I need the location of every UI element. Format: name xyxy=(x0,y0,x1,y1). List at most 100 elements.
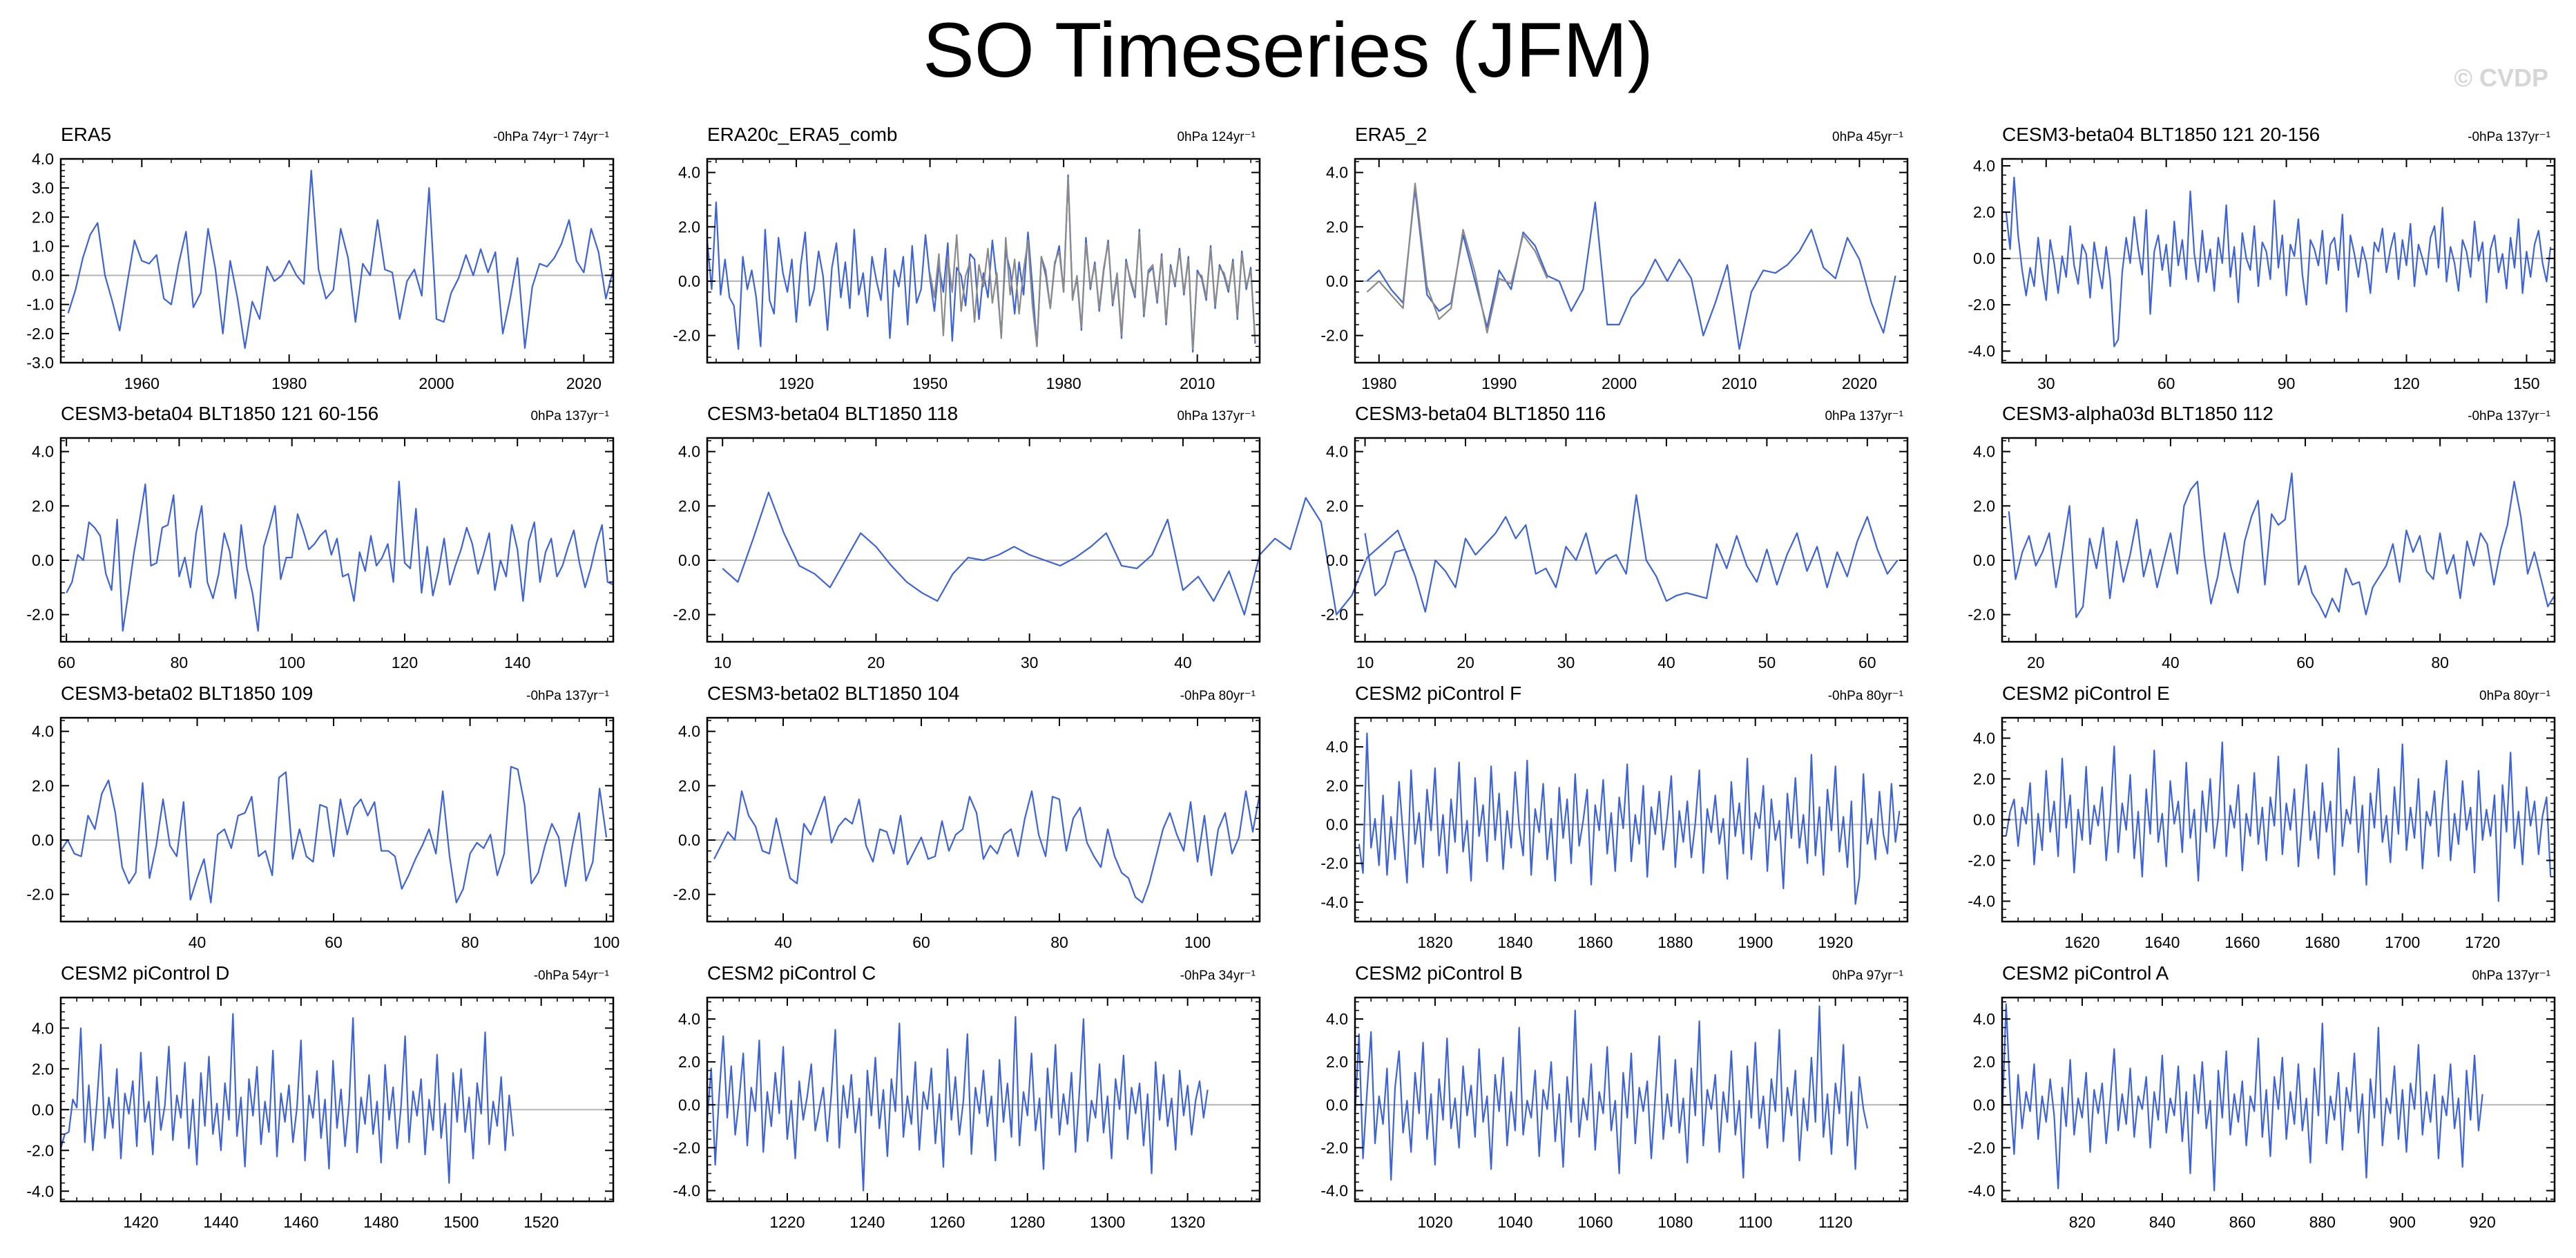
y-tick-label: 4.0 xyxy=(1973,730,1995,747)
panel-12: CESM2 piControl E 0hPa 80yr⁻¹ -4.0 -2.0 0.0 2… xyxy=(1968,683,2556,951)
panel-6: CESM3-beta04 BLT1850 118 0hPa 137yr⁻¹ -2.0… xyxy=(673,403,1414,671)
x-tick-label: 140 xyxy=(504,654,530,671)
x-tick-label: 860 xyxy=(2229,1213,2256,1231)
panel-trend-label: 0hPa 137yr⁻¹ xyxy=(1825,409,1903,423)
panel-title: ERA20c_ERA5_comb xyxy=(707,124,897,145)
y-tick-label: -4.0 xyxy=(26,1182,54,1200)
y-tick-label: -2.0 xyxy=(1968,1138,1995,1156)
x-tick-label: 1040 xyxy=(1497,1213,1532,1231)
x-tick-label: 120 xyxy=(392,654,418,671)
series-line-1 xyxy=(713,790,1261,904)
x-tick-label: 60 xyxy=(2157,374,2175,392)
plot-frame xyxy=(59,716,615,923)
series-line-1 xyxy=(1358,732,1901,905)
x-tick-label: 1060 xyxy=(1577,1213,1613,1231)
series-line-2 xyxy=(1366,182,1548,334)
panel-7: CESM3-beta04 BLT1850 116 0hPa 137yr⁻¹ -2.0… xyxy=(1320,403,1909,671)
x-tick-label: 40 xyxy=(2162,654,2180,671)
y-tick-label: 0.0 xyxy=(678,272,700,290)
x-tick-label: 60 xyxy=(1858,654,1876,671)
x-tick-label: 1900 xyxy=(1738,933,1773,951)
x-tick-label: 80 xyxy=(171,654,189,671)
x-tick-label: 40 xyxy=(1174,654,1192,671)
y-tick-label: -2.0 xyxy=(26,1141,54,1159)
panel-trend-label: 0hPa 80yr⁻¹ xyxy=(2479,689,2550,703)
y-tick-label: 4.0 xyxy=(1973,157,1995,175)
y-tick-label: 1.0 xyxy=(32,237,54,255)
y-tick-label: 2.0 xyxy=(32,497,54,515)
x-tick-label: 1860 xyxy=(1577,933,1613,951)
y-tick-label: -2.0 xyxy=(1320,1138,1348,1156)
x-tick-label: 1500 xyxy=(443,1213,479,1231)
y-tick-label: -3.0 xyxy=(26,354,54,372)
x-tick-label: 90 xyxy=(2278,374,2296,392)
panel-16: CESM2 piControl A 0hPa 137yr⁻¹ -4.0 -2.0 0.0… xyxy=(1968,962,2556,1231)
x-tick-label: 840 xyxy=(2149,1213,2175,1231)
series-line-1 xyxy=(2001,1003,2483,1192)
y-tick-label: -2.0 xyxy=(1320,606,1348,624)
y-tick-label: -2.0 xyxy=(1968,296,1995,314)
y-tick-label: 2.0 xyxy=(1326,497,1348,515)
y-tick-label: 2.0 xyxy=(32,1060,54,1078)
panel-title: CESM3-beta02 BLT1850 104 xyxy=(707,683,959,704)
y-tick-label: 0.0 xyxy=(1326,816,1348,834)
panel-trend-label: 0hPa 97yr⁻¹ xyxy=(1832,969,1903,983)
series-line-1 xyxy=(66,480,614,632)
y-tick-label: 2.0 xyxy=(1973,770,1995,788)
panel-9: CESM3-beta02 BLT1850 109 -0hPa 137yr⁻¹ -2.… xyxy=(26,683,619,951)
x-tick-label: 920 xyxy=(2469,1213,2495,1231)
panel-trend-label: -0hPa 80yr⁻¹ xyxy=(1828,689,1903,703)
x-tick-label: 820 xyxy=(2069,1213,2095,1231)
panel-trend-label: -0hPa 74yr⁻¹ 74yr⁻¹ xyxy=(493,130,609,144)
plot-frame xyxy=(1354,716,1909,923)
y-tick-label: -2.0 xyxy=(673,606,700,624)
x-tick-label: 1240 xyxy=(849,1213,885,1231)
series-line-1 xyxy=(67,169,615,349)
y-tick-label: -2.0 xyxy=(1320,855,1348,873)
y-tick-label: 4.0 xyxy=(32,723,54,741)
panel-trend-label: 0hPa 124yr⁻¹ xyxy=(1177,130,1256,144)
y-tick-label: 0.0 xyxy=(32,831,54,849)
x-tick-label: 2020 xyxy=(1842,374,1877,392)
plot-frame xyxy=(2001,996,2556,1203)
plot-frame xyxy=(1354,158,1909,364)
x-tick-label: 120 xyxy=(2393,374,2419,392)
y-tick-label: 0.0 xyxy=(32,267,54,285)
y-tick-label: 2.0 xyxy=(1326,218,1348,236)
y-tick-label: 0.0 xyxy=(678,831,700,849)
series-line-1 xyxy=(706,1016,1209,1192)
x-tick-label: 1700 xyxy=(2385,933,2420,951)
y-tick-label: 4.0 xyxy=(1326,164,1348,182)
panel-trend-label: 0hPa 137yr⁻¹ xyxy=(1177,409,1256,423)
panel-3: ERA5_2 0hPa 45yr⁻¹ -2.0 0.0 2.0 4.0 1980 1990 20… xyxy=(1320,124,1909,392)
panel-title: CESM2 piControl B xyxy=(1355,962,1523,984)
x-tick-label: 80 xyxy=(2431,654,2449,671)
y-tick-label: 4.0 xyxy=(32,443,54,461)
y-tick-label: -2.0 xyxy=(673,327,700,345)
y-tick-label: -4.0 xyxy=(1968,342,1995,360)
y-tick-label: 4.0 xyxy=(678,723,700,741)
y-tick-label: -4.0 xyxy=(1968,893,1995,911)
x-tick-label: 1950 xyxy=(912,374,948,392)
x-tick-label: 1100 xyxy=(1738,1213,1772,1231)
panel-trend-label: 0hPa 45yr⁻¹ xyxy=(1832,130,1903,144)
x-tick-label: 2000 xyxy=(419,374,454,392)
y-tick-label: 2.0 xyxy=(32,208,54,226)
panel-title: CESM2 piControl C xyxy=(707,962,876,984)
panel-trend-label: -0hPa 137yr⁻¹ xyxy=(526,689,609,703)
panel-1: ERA5 -0hPa 74yr⁻¹ 74yr⁻¹ -3.0 -2.0 -1.0 0.0 1.… xyxy=(26,124,615,392)
series-line-1 xyxy=(2008,472,2555,618)
plot-frame xyxy=(706,996,1261,1203)
series-line-1 xyxy=(1364,494,1899,613)
panel-title: CESM2 piControl E xyxy=(2002,683,2170,704)
panel-trend-label: 0hPa 137yr⁻¹ xyxy=(530,409,609,423)
watermark-logo: © CVDP xyxy=(2454,64,2548,92)
x-tick-label: 2020 xyxy=(566,374,602,392)
series-line-1 xyxy=(706,174,1256,353)
y-tick-label: 0.0 xyxy=(1326,1096,1348,1114)
x-tick-label: 1960 xyxy=(124,374,160,392)
x-tick-label: 2010 xyxy=(1180,374,1215,392)
x-tick-label: 1460 xyxy=(283,1213,318,1231)
x-tick-label: 100 xyxy=(593,933,619,951)
series-line-1 xyxy=(2005,741,2552,902)
